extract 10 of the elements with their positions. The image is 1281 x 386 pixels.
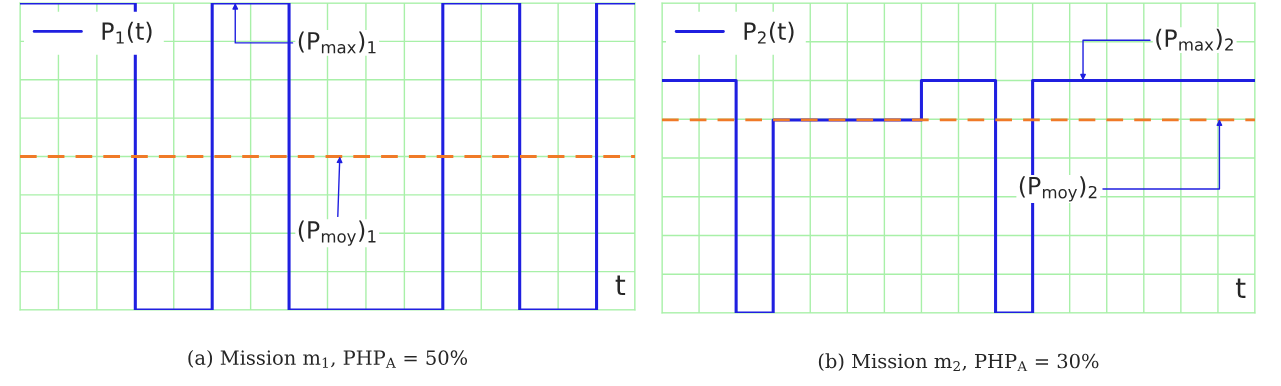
text: (b) Mission m$_{2}$, PHP$_{A}$ = 30%	[818, 353, 1099, 372]
annotation: (P$_{moy}$)$_{2}$	[1019, 176, 1097, 202]
annotation: (P$_{max}$)$_{1}$	[298, 31, 376, 54]
annotation: (P$_{moy}$)$_{1}$	[298, 220, 376, 246]
text: (P$_{max}$)$_{2}$	[1156, 28, 1233, 51]
legend-label: P$_{2}$(t)	[744, 21, 794, 44]
text: (a) Mission m$_{1}$, PHP$_{A}$ = 50%	[188, 349, 468, 368]
x-axis-title: t	[1235, 278, 1246, 298]
x-axis-title: t	[615, 275, 626, 296]
legend-label: P$_{1}$(t)	[102, 21, 152, 44]
